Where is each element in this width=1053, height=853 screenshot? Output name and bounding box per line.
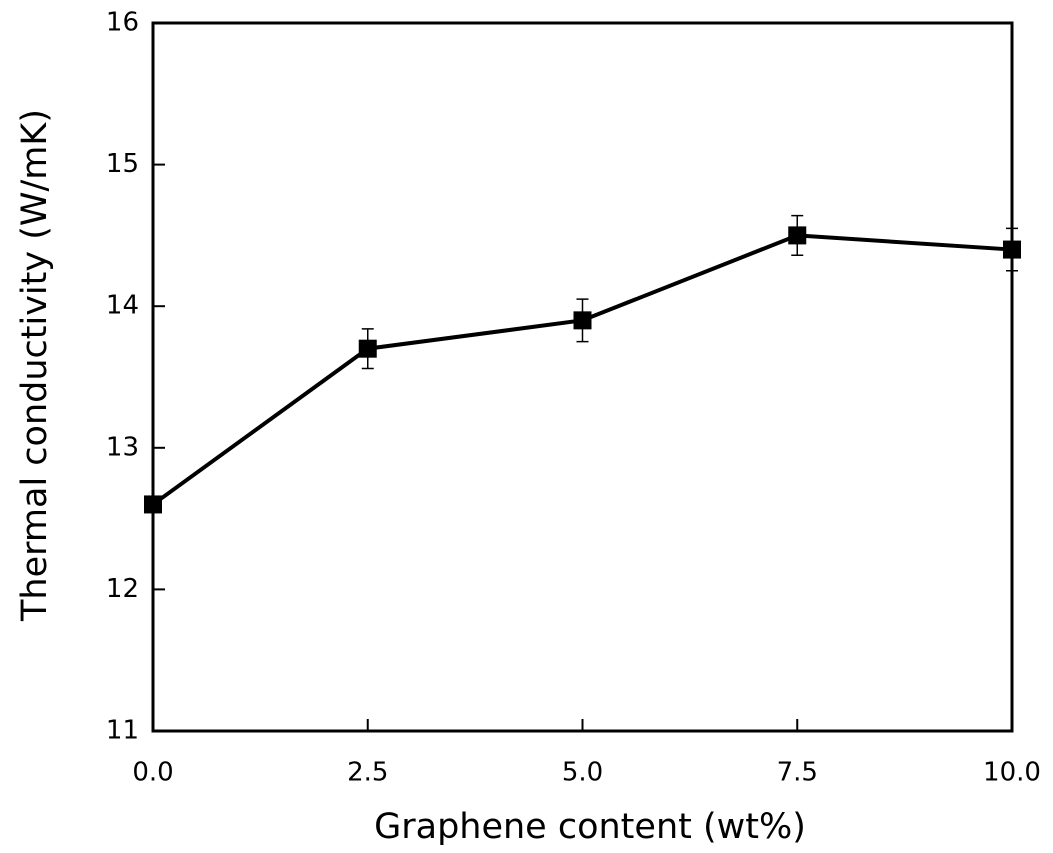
plot-frame <box>151 21 1014 733</box>
y-tick-label: 11 <box>106 716 139 746</box>
y-tick-label: 16 <box>106 8 139 38</box>
x-tick-label: 10.0 <box>983 758 1041 788</box>
y-tick-label: 12 <box>106 574 139 604</box>
marker <box>358 339 377 358</box>
y-axis-label: Thermal conductivity (W/mK) <box>15 109 55 622</box>
x-tick-label: 0.0 <box>132 758 173 788</box>
y-tick-label: 15 <box>106 149 139 179</box>
x-tick-label: 2.5 <box>347 758 388 788</box>
marker <box>573 311 592 330</box>
x-axis-label: Graphene content (wt%) <box>374 807 806 847</box>
y-tick-label: 13 <box>106 432 139 462</box>
marker <box>144 495 162 514</box>
x-tick-label: 7.5 <box>777 758 818 788</box>
x-tick-label: 5.0 <box>562 758 603 788</box>
marker <box>788 226 807 245</box>
y-tick-label: 14 <box>106 291 139 321</box>
data-line <box>151 233 1013 507</box>
marker <box>1003 240 1021 259</box>
